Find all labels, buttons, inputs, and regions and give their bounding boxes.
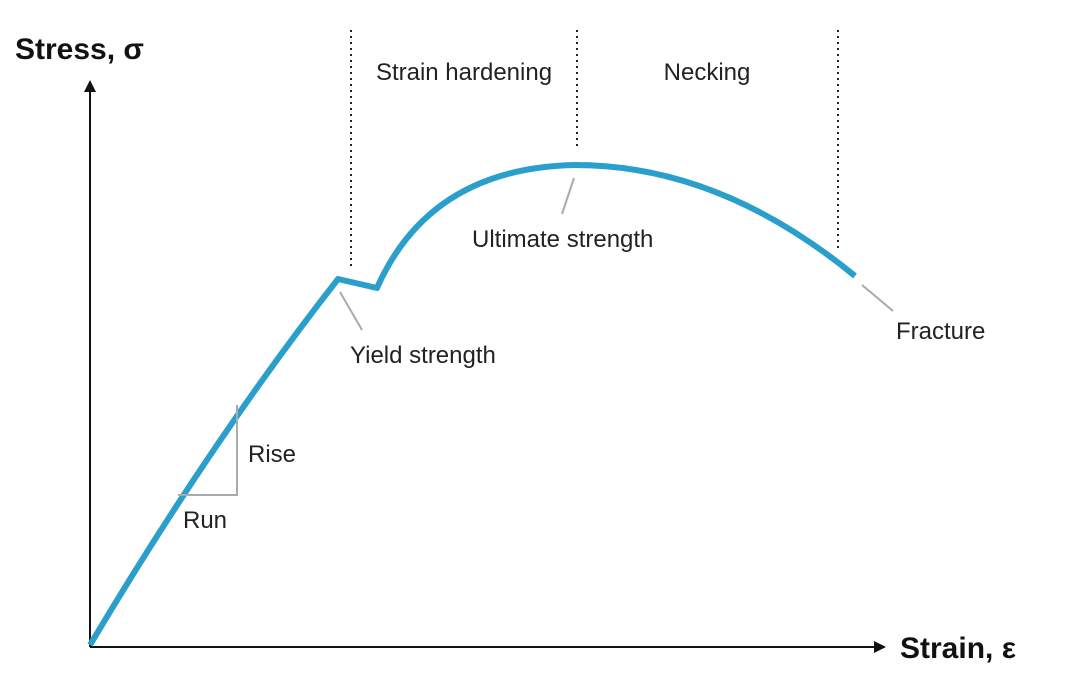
fracture-label: Fracture [896,318,985,345]
x-axis-label: Strain, ε [900,632,1016,665]
rise-label: Rise [248,441,296,468]
run-label: Run [183,507,227,534]
yield-label: Yield strength [350,342,496,369]
region-label: Necking [664,59,751,86]
ultimate-label: Ultimate strength [472,226,653,253]
leader-line [861,284,894,312]
y-axis-label: Stress, σ [15,33,144,66]
leader-line [339,291,363,331]
leader-line [561,177,575,215]
stress-strain-curve [87,162,857,647]
slope-triangle [178,405,238,496]
region-label: Strain hardening [376,59,552,86]
